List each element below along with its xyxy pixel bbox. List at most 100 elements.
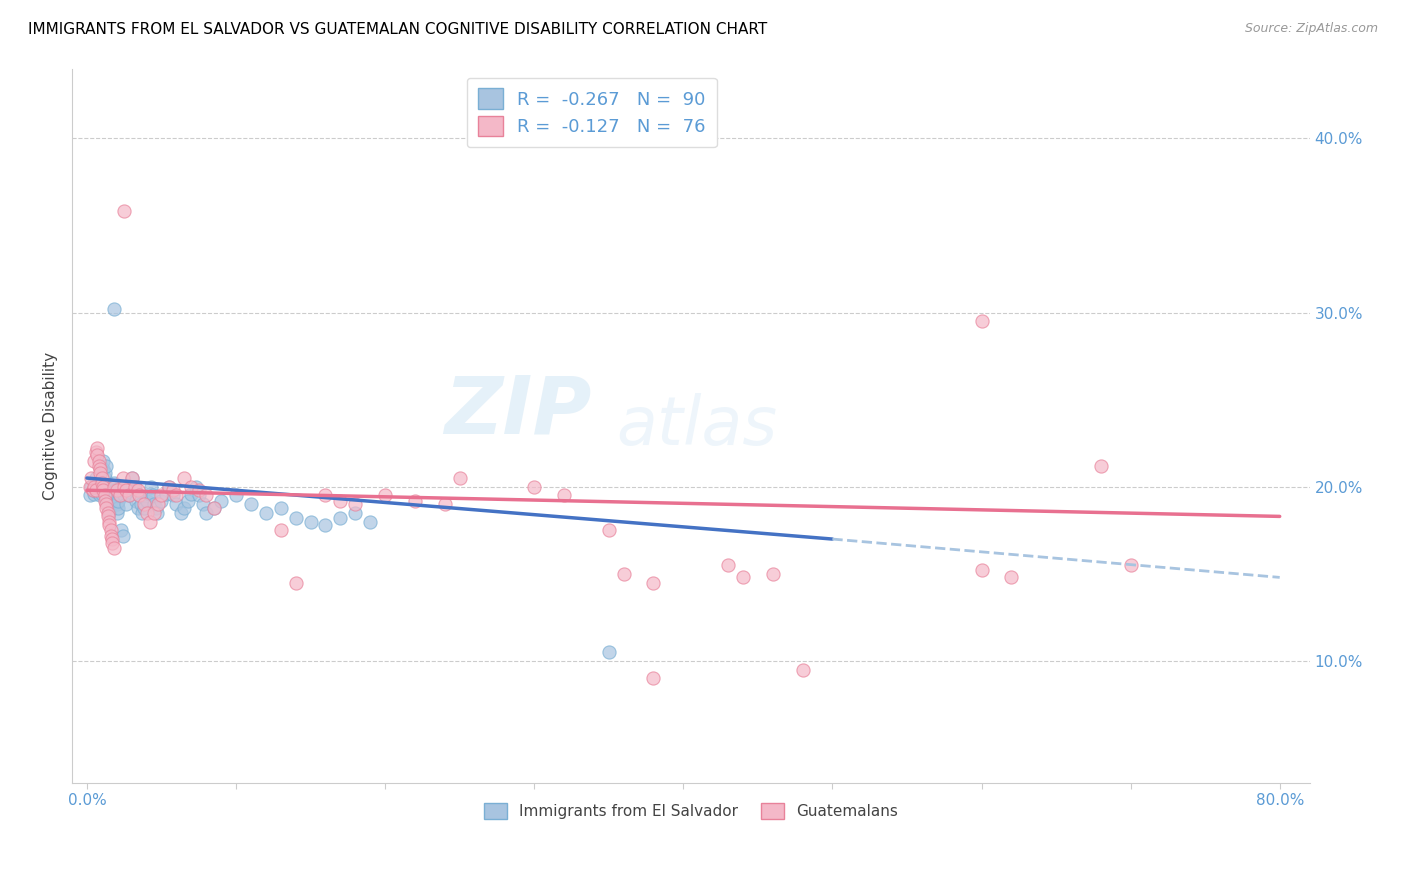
Point (91, 483, 114, 498)
Point (86, 449, 108, 463)
Text: Source: ZipAtlas.com: Source: ZipAtlas.com (1244, 22, 1378, 36)
Point (104, 483, 127, 498)
Point (128, 488, 150, 502)
Point (112, 204, 135, 219)
Point (96, 458, 118, 473)
Point (105, 483, 128, 498)
Point (165, 497, 187, 511)
Point (970, 563, 993, 577)
Point (84, 471, 107, 485)
Point (91, 480, 114, 494)
Point (374, 488, 396, 502)
Point (103, 476, 125, 491)
Point (173, 471, 195, 485)
Point (125, 493, 148, 508)
Point (105, 506, 128, 520)
Point (86, 442, 108, 456)
Point (187, 483, 209, 498)
Point (90, 487, 112, 501)
Point (127, 500, 149, 515)
Point (97, 488, 120, 502)
Point (121, 471, 143, 485)
Point (138, 515, 160, 529)
Point (613, 566, 636, 581)
Point (132, 497, 155, 511)
Point (344, 497, 367, 511)
Point (165, 488, 187, 502)
Point (270, 524, 292, 538)
Point (177, 493, 200, 508)
Point (94, 471, 117, 485)
Point (598, 524, 620, 538)
Point (103, 301, 125, 316)
Point (118, 488, 141, 502)
Point (90, 471, 112, 485)
Point (112, 488, 135, 502)
Point (553, 488, 575, 502)
Point (173, 500, 195, 515)
Point (139, 480, 162, 494)
Point (180, 480, 202, 494)
Point (101, 483, 124, 498)
Point (91, 462, 114, 476)
Point (108, 488, 131, 502)
Point (97, 506, 120, 520)
Point (89, 466, 111, 480)
Point (1090, 458, 1112, 473)
Point (135, 506, 157, 520)
Point (107, 500, 129, 515)
Point (91, 453, 114, 467)
Point (111, 471, 134, 485)
Point (329, 511, 352, 525)
Point (90, 476, 112, 491)
Point (184, 480, 207, 494)
Point (115, 480, 138, 494)
Point (449, 471, 471, 485)
Point (523, 480, 546, 494)
Point (180, 487, 202, 501)
Point (98, 506, 121, 520)
Point (148, 497, 170, 511)
Text: atlas: atlas (616, 392, 778, 458)
Point (141, 488, 163, 502)
Point (150, 488, 173, 502)
Point (731, 570, 754, 584)
Point (209, 493, 232, 508)
Y-axis label: Cognitive Disability: Cognitive Disability (44, 351, 58, 500)
Point (98, 515, 121, 529)
Point (100, 493, 122, 508)
Point (155, 487, 177, 501)
Point (124, 483, 146, 498)
Point (170, 506, 193, 520)
Point (195, 506, 218, 520)
Point (129, 497, 152, 511)
Point (84, 445, 107, 459)
Point (110, 524, 132, 538)
Point (792, 663, 814, 677)
Point (86, 480, 108, 494)
Point (82, 483, 104, 498)
Point (101, 532, 124, 546)
Point (299, 515, 322, 529)
Point (1000, 570, 1022, 584)
Point (314, 518, 336, 533)
Point (97, 509, 120, 524)
Point (344, 506, 367, 520)
Point (96, 500, 118, 515)
Point (87, 475, 110, 489)
Point (96, 497, 118, 511)
Point (79, 480, 101, 494)
Point (89, 480, 111, 494)
Point (195, 488, 218, 502)
Point (86, 485, 108, 500)
Point (202, 500, 225, 515)
Point (87, 453, 110, 467)
Point (83, 453, 105, 467)
Point (1119, 558, 1142, 573)
Point (87, 482, 110, 496)
Point (83, 476, 105, 491)
Point (84, 483, 107, 498)
Point (225, 488, 247, 502)
Point (157, 480, 180, 494)
Point (89, 462, 111, 476)
